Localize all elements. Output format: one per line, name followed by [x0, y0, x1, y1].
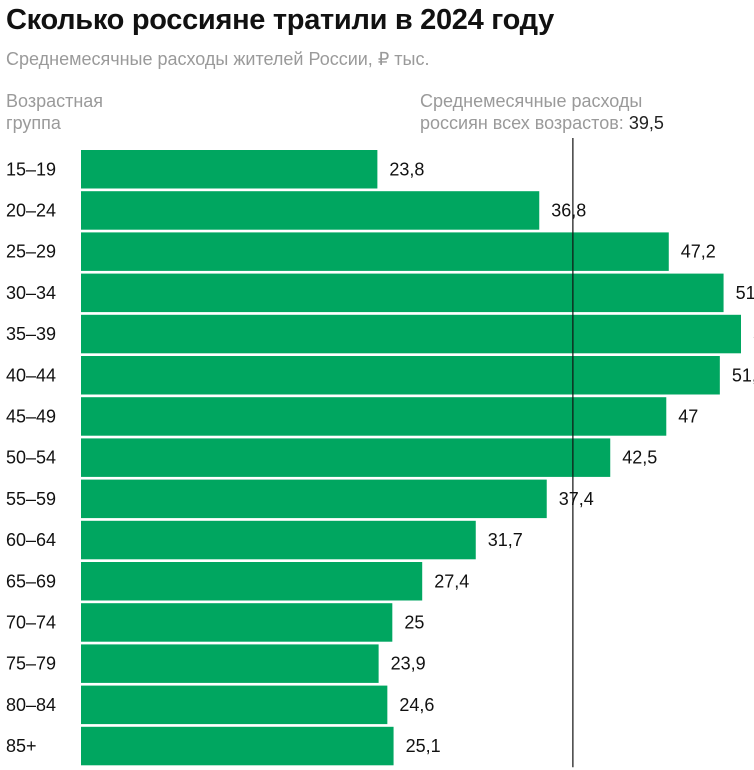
- value-label: 25: [404, 612, 424, 632]
- bar: [81, 273, 724, 313]
- bar: [81, 191, 540, 230]
- value-label: 25,1: [406, 736, 441, 756]
- bar: [81, 520, 476, 560]
- chart-title: Сколько россияне тратили в 2024 году: [6, 4, 554, 36]
- bar: [81, 438, 611, 477]
- bar: [81, 232, 669, 271]
- category-label: 50–54: [6, 448, 56, 468]
- reference-value: 39,5: [628, 113, 664, 133]
- category-label: 85+: [6, 736, 37, 756]
- bar: [81, 644, 379, 683]
- category-label: 15–19: [6, 159, 56, 179]
- category-label: 75–79: [6, 654, 56, 674]
- reference-label-line2: россиян всех возрастов: 39,5: [420, 112, 664, 134]
- value-label: 51,6: [736, 283, 754, 303]
- bar: [81, 479, 547, 519]
- value-label: 37,4: [559, 489, 594, 509]
- category-label: 60–64: [6, 530, 56, 550]
- value-label: 42,5: [622, 448, 657, 468]
- value-label: 23,9: [391, 654, 426, 674]
- value-label: 23,8: [389, 159, 424, 179]
- category-label: 55–59: [6, 489, 56, 509]
- bar: [81, 397, 667, 436]
- bar: [81, 356, 720, 395]
- category-label: 25–29: [6, 242, 56, 262]
- chart-subtitle: Среднемесячные расходы жителей России, ₽…: [6, 49, 430, 69]
- reference-line-label: Среднемесячные расходы россиян всех возр…: [420, 90, 664, 134]
- category-label: 35–39: [6, 324, 56, 344]
- value-label: 47: [678, 406, 698, 426]
- value-label: 27,4: [434, 571, 469, 591]
- category-label: 40–44: [6, 365, 56, 385]
- bar: [81, 314, 741, 354]
- bar: [81, 603, 393, 642]
- y-axis-label: Возрастная группа: [6, 90, 206, 134]
- reference-label-text: россиян всех возрастов:: [420, 113, 624, 133]
- y-axis-label-line2: группа: [6, 113, 61, 133]
- category-label: 80–84: [6, 695, 56, 715]
- value-label: 36,8: [551, 200, 586, 220]
- bar: [81, 685, 388, 725]
- category-label: 45–49: [6, 406, 56, 426]
- value-label: 31,7: [488, 530, 523, 550]
- bar: [81, 726, 394, 766]
- y-axis-label-line1: Возрастная: [6, 91, 104, 111]
- bar: [81, 150, 378, 189]
- category-label: 20–24: [6, 200, 56, 220]
- category-label: 30–34: [6, 283, 56, 303]
- bar: [81, 562, 423, 601]
- category-label: 70–74: [6, 612, 56, 632]
- value-label: 51,3: [732, 365, 754, 385]
- value-label: 47,2: [681, 242, 716, 262]
- reference-label-line1: Среднемесячные расходы: [420, 91, 643, 111]
- value-label: 24,6: [399, 695, 434, 715]
- category-label: 65–69: [6, 571, 56, 591]
